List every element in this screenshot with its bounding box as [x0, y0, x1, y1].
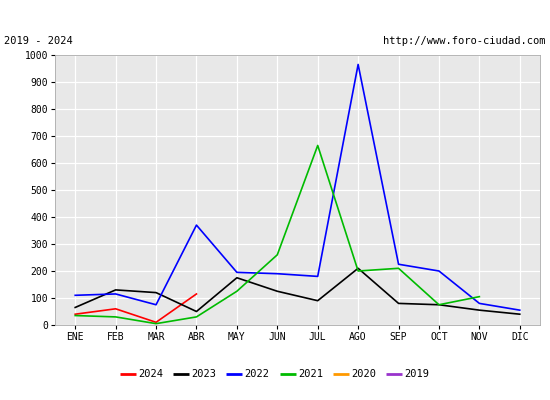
Text: 2022: 2022 — [245, 369, 270, 379]
Text: Evolucion Nº Turistas Nacionales en el municipio de Riocavado de la Sierra: Evolucion Nº Turistas Nacionales en el m… — [62, 10, 488, 20]
Text: 2020: 2020 — [351, 369, 376, 379]
Text: http://www.foro-ciudad.com: http://www.foro-ciudad.com — [383, 36, 546, 46]
Text: 2023: 2023 — [191, 369, 216, 379]
Text: 2021: 2021 — [298, 369, 323, 379]
Text: 2019: 2019 — [405, 369, 430, 379]
Text: 2019 - 2024: 2019 - 2024 — [4, 36, 73, 46]
Text: 2024: 2024 — [138, 369, 163, 379]
